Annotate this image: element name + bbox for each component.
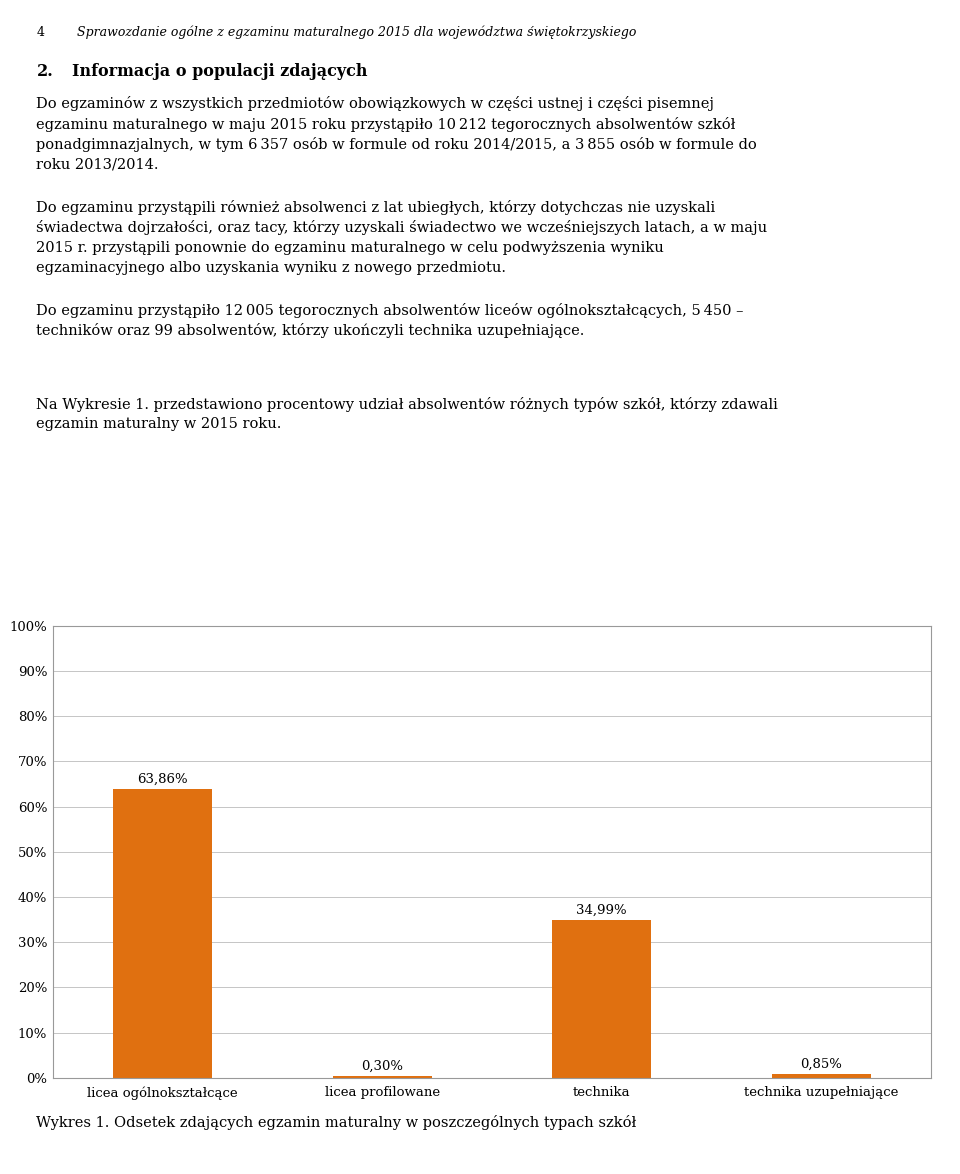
Text: 63,86%: 63,86%: [137, 772, 188, 785]
Text: Na Wykresie 1. przedstawiono procentowy udział absolwentów różnych typów szkół, : Na Wykresie 1. przedstawiono procentowy …: [36, 397, 779, 412]
Bar: [113, 789, 212, 1078]
Text: 0,30%: 0,30%: [361, 1060, 403, 1073]
Text: 4: 4: [36, 26, 44, 39]
Text: egzaminu maturalnego w maju 2015 roku przystąpiło 10 212 tegorocznych absolwentó: egzaminu maturalnego w maju 2015 roku pr…: [36, 117, 736, 131]
Text: ponadgimnazjalnych, w tym 6 357 osób w formule od roku 2014/2015, a 3 855 osób w: ponadgimnazjalnych, w tym 6 357 osób w f…: [36, 137, 757, 153]
Bar: [333, 1077, 432, 1078]
Text: roku 2013/2014.: roku 2013/2014.: [36, 157, 159, 171]
Text: świadectwa dojrzałości, oraz tacy, którzy uzyskali świadectwo we wcześniejszych : świadectwa dojrzałości, oraz tacy, którz…: [36, 220, 768, 235]
Text: Informacja o populacji zdających: Informacja o populacji zdających: [72, 63, 368, 80]
Text: Do egzaminu przystąpili również absolwenci z lat ubiegłych, którzy dotychczas ni: Do egzaminu przystąpili również absolwen…: [36, 200, 716, 215]
Bar: [772, 1074, 871, 1078]
Text: techników oraz 99 absolwentów, którzy ukończyli technika uzupełniające.: techników oraz 99 absolwentów, którzy uk…: [36, 323, 585, 338]
Text: 34,99%: 34,99%: [577, 904, 627, 917]
Text: 2015 r. przystąpili ponownie do egzaminu maturalnego w celu podwyższenia wyniku: 2015 r. przystąpili ponownie do egzaminu…: [36, 241, 664, 255]
Text: Do egzaminu przystąpiło 12 005 tegorocznych absolwentów liceów ogólnokształcącyc: Do egzaminu przystąpiło 12 005 tegoroczn…: [36, 303, 744, 318]
Bar: [552, 919, 651, 1078]
Text: 0,85%: 0,85%: [801, 1058, 842, 1071]
Text: 2.: 2.: [36, 63, 53, 80]
Text: Wykres 1. Odsetek zdających egzamin maturalny w poszczególnych typach szkół: Wykres 1. Odsetek zdających egzamin matu…: [36, 1115, 636, 1131]
Text: egzamin maturalny w 2015 roku.: egzamin maturalny w 2015 roku.: [36, 417, 282, 431]
Text: Sprawozdanie ogólne z egzaminu maturalnego 2015 dla województwa świętokrzyskiego: Sprawozdanie ogólne z egzaminu maturalne…: [77, 26, 636, 39]
Text: Do egzaminów z wszystkich przedmiotów obowiązkowych w części ustnej i części pis: Do egzaminów z wszystkich przedmiotów ob…: [36, 96, 714, 112]
Text: egzaminacyjnego albo uzyskania wyniku z nowego przedmiotu.: egzaminacyjnego albo uzyskania wyniku z …: [36, 261, 507, 275]
